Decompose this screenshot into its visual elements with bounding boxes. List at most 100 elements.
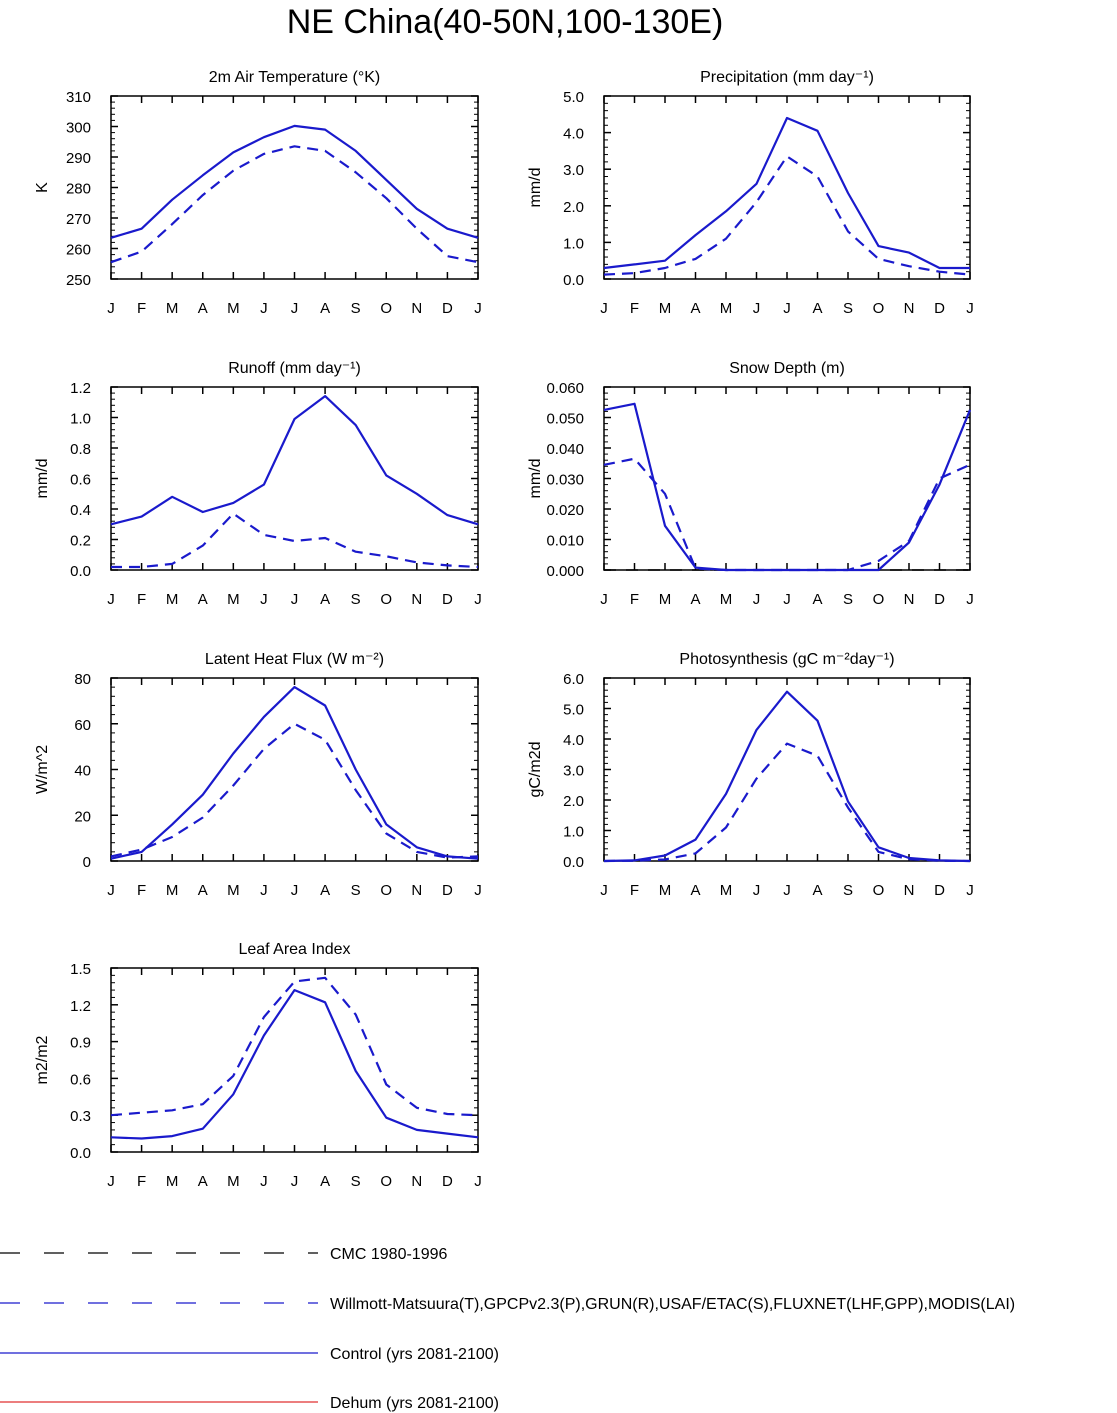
y-tick-label: 0.040 [546, 441, 584, 458]
x-tick-label: D [442, 300, 453, 317]
x-tick-label: J [260, 882, 268, 899]
y-tick-label: 0.0 [70, 1145, 91, 1162]
y-axis-label: m2/m2 [34, 1035, 51, 1084]
chart-latent-heat-flux-w-m: Latent Heat Flux (W m⁻²) W/m^2 J F M A M J J A S O N… [34, 651, 482, 899]
chart-snow-depth-m: Snow Depth (m) mm/d J F M A M J J A S O N D J 0.000 0.01… [527, 360, 974, 608]
y-tick-label: 1.0 [563, 824, 584, 841]
plot-frame [603, 677, 971, 862]
y-tick-label: 0.6 [70, 472, 91, 489]
y-tick-label: 4.0 [563, 126, 584, 143]
legend-item-willmott-matsuura-t-gpcp: Willmott-Matsuura(T),GPCPv2.3(P),GRUN(R)… [0, 1296, 1015, 1313]
series-line-obs [110, 722, 479, 859]
plot-frame [110, 95, 479, 280]
x-tick-label: J [474, 300, 482, 317]
x-tick-label: A [812, 591, 822, 608]
y-tick-label: 0.0 [70, 563, 91, 580]
y-tick-label: 0.3 [70, 1108, 91, 1125]
x-tick-label: M [166, 882, 179, 899]
x-tick-label: A [690, 300, 700, 317]
y-tick-label: 4.0 [563, 732, 584, 749]
legend-item-control-yrs-2081-2100: Control (yrs 2081-2100) [0, 1346, 499, 1363]
x-tick-label: S [351, 882, 361, 899]
x-tick-label: J [291, 882, 299, 899]
y-axis-label: mm/d [527, 459, 544, 499]
series-line-obs [111, 512, 479, 569]
chart-title: Leaf Area Index [238, 941, 350, 958]
x-tick-label: M [227, 300, 240, 317]
x-tick-label: N [411, 882, 422, 899]
x-tick-label: J [753, 591, 761, 608]
series-line-control [110, 124, 479, 239]
x-tick-label: S [843, 882, 853, 899]
x-tick-label: J [966, 882, 974, 899]
x-tick-label: D [934, 882, 945, 899]
x-tick-label: N [411, 591, 422, 608]
chart-runoff-mm-day: Runoff (mm day⁻¹) mm/d J F M A M J J A S O N D J 0.0 0.2… [34, 360, 482, 608]
legend: CMC 1980-1996 Willmott-Matsuura(T),GPCPv2… [0, 1246, 1015, 1412]
y-tick-label: 5.0 [563, 89, 584, 106]
x-tick-label: A [320, 591, 330, 608]
x-tick-label: J [291, 1173, 299, 1190]
x-tick-label: J [474, 1173, 482, 1190]
series-line-control [110, 988, 479, 1140]
x-tick-label: J [600, 300, 608, 317]
series-line-control [603, 116, 970, 270]
x-tick-label: M [720, 591, 733, 608]
series-line-obs [603, 457, 971, 572]
y-tick-label: 2.0 [563, 793, 584, 810]
x-tick-label: J [966, 300, 974, 317]
y-tick-label: 0.9 [70, 1035, 91, 1052]
legend-item-dehum-yrs-2081-2100: Dehum (yrs 2081-2100) [0, 1395, 499, 1412]
series-line-obs [110, 976, 479, 1117]
chart-title: Precipitation (mm day⁻¹) [700, 69, 874, 86]
x-tick-label: D [442, 1173, 453, 1190]
x-tick-label: M [227, 591, 240, 608]
page-title: NE China(40-50N,100-130E) [287, 3, 724, 41]
x-tick-label: M [659, 591, 672, 608]
x-tick-label: F [137, 882, 146, 899]
y-tick-label: 0.0 [563, 272, 584, 289]
plot-frame [110, 677, 479, 862]
x-tick-label: M [227, 882, 240, 899]
chart-title: Snow Depth (m) [729, 360, 845, 377]
chart-title: Photosynthesis (gC m⁻²day⁻¹) [679, 651, 894, 668]
y-tick-label: 260 [66, 242, 91, 259]
x-tick-label: S [843, 300, 853, 317]
series-line-control [110, 395, 479, 526]
legend-item-cmc-1980-1996: CMC 1980-1996 [0, 1246, 448, 1263]
y-tick-label: 0 [83, 854, 91, 871]
x-tick-label: N [904, 300, 915, 317]
y-tick-label: 290 [66, 150, 91, 167]
x-tick-label: J [291, 591, 299, 608]
x-tick-label: A [320, 1173, 330, 1190]
x-tick-label: A [812, 300, 822, 317]
plot-frame [603, 95, 971, 280]
x-tick-label: J [783, 300, 791, 317]
x-tick-label: A [812, 882, 822, 899]
x-tick-label: J [291, 300, 299, 317]
y-tick-label: 1.0 [563, 235, 584, 252]
y-tick-label: 0.2 [70, 533, 91, 550]
y-tick-label: 1.5 [70, 961, 91, 978]
x-tick-label: A [198, 1173, 208, 1190]
legend-label: Willmott-Matsuura(T),GPCPv2.3(P),GRUN(R)… [330, 1296, 1015, 1313]
x-tick-label: S [351, 591, 361, 608]
x-tick-label: N [411, 300, 422, 317]
series-line-obs [603, 742, 971, 863]
y-tick-label: 0.6 [70, 1071, 91, 1088]
x-tick-label: A [198, 300, 208, 317]
y-tick-label: 3.0 [563, 162, 584, 179]
series-line-obs [603, 155, 971, 276]
y-tick-label: 0.000 [546, 563, 584, 580]
x-tick-label: S [351, 300, 361, 317]
x-tick-label: A [690, 882, 700, 899]
x-tick-label: A [320, 882, 330, 899]
y-tick-label: 280 [66, 181, 91, 198]
y-tick-label: 20 [74, 808, 91, 825]
x-tick-label: N [904, 591, 915, 608]
x-tick-label: J [600, 882, 608, 899]
chart-title: 2m Air Temperature (°K) [209, 69, 381, 86]
x-tick-label: N [904, 882, 915, 899]
y-axis-label: mm/d [34, 459, 51, 499]
